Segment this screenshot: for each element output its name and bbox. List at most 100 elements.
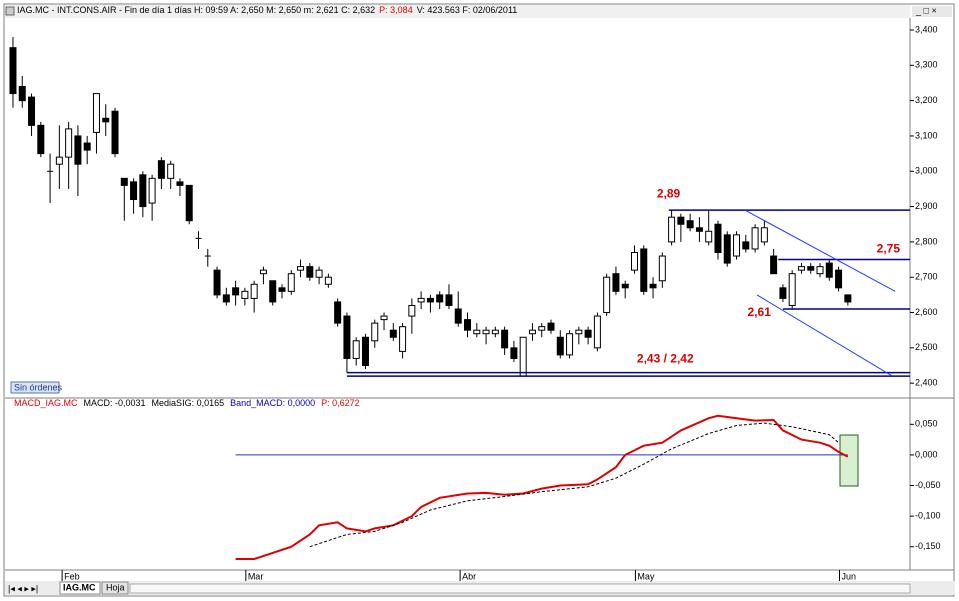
orders-button-label: Sin órdenes bbox=[14, 382, 63, 392]
candle-body bbox=[603, 276, 611, 314]
x-tick-label: Mar bbox=[248, 571, 264, 581]
x-tick-label: Feb bbox=[64, 571, 80, 581]
candle-body bbox=[566, 333, 574, 356]
candle-body bbox=[130, 181, 138, 201]
scrollbar[interactable] bbox=[129, 583, 911, 594]
candle-body bbox=[816, 266, 824, 275]
candle-body bbox=[742, 241, 750, 250]
candle-body bbox=[361, 336, 369, 367]
candle-body bbox=[232, 287, 240, 296]
candle-body bbox=[705, 230, 713, 243]
y-tick-label: 2,700 bbox=[915, 272, 938, 282]
candle-body bbox=[807, 266, 815, 271]
candle-body bbox=[593, 315, 601, 349]
candle-body bbox=[222, 294, 230, 303]
y-tick-label: 2,800 bbox=[915, 236, 938, 246]
candle-body bbox=[55, 156, 63, 165]
y-tick-label: 3,000 bbox=[915, 166, 938, 176]
level-label: 2,43 / 2,42 bbox=[637, 352, 694, 366]
header-part: IAG.MC - INT.CONS.AIR - Fin de día 1 día… bbox=[17, 5, 375, 15]
candle-body bbox=[491, 329, 499, 335]
candle-body bbox=[148, 177, 156, 204]
candle-body bbox=[297, 266, 305, 271]
candle-body bbox=[269, 280, 277, 303]
level-label: 2,61 bbox=[748, 305, 772, 319]
candle-body bbox=[176, 181, 184, 186]
candle-body bbox=[9, 47, 17, 95]
candle-body bbox=[464, 319, 472, 331]
band-box bbox=[839, 434, 859, 487]
candle-body bbox=[417, 297, 425, 303]
window-buttons[interactable] bbox=[912, 6, 952, 17]
candle-body bbox=[714, 223, 722, 253]
tab-label: IAG.MC bbox=[63, 582, 96, 592]
candle-body bbox=[695, 227, 703, 232]
candle-body bbox=[37, 124, 45, 155]
y-tick-label: 3,200 bbox=[915, 95, 938, 105]
candle-body bbox=[510, 347, 518, 359]
candle-body bbox=[844, 294, 852, 303]
candle-body bbox=[241, 290, 249, 299]
orders-button[interactable] bbox=[10, 381, 60, 394]
y-tick-label: 2,600 bbox=[915, 307, 938, 317]
x-tick-label: Abr bbox=[462, 571, 476, 581]
candle-body bbox=[621, 283, 629, 289]
candle-body bbox=[519, 336, 527, 377]
candle-body bbox=[825, 262, 833, 278]
candle-body bbox=[482, 329, 490, 335]
candle-body bbox=[315, 269, 323, 278]
candle-body bbox=[306, 266, 314, 278]
y-tick-label: -0,150 bbox=[915, 541, 941, 551]
candle-body bbox=[501, 329, 509, 349]
tab-label: Hoja bbox=[106, 582, 125, 592]
candle-body bbox=[454, 308, 462, 324]
candle-body bbox=[686, 220, 694, 229]
candle-body bbox=[167, 163, 175, 179]
candle-body bbox=[770, 255, 778, 275]
candle-body bbox=[399, 326, 407, 352]
y-tick-label: 2,500 bbox=[915, 342, 938, 352]
macd-line bbox=[235, 414, 849, 560]
candle-body bbox=[102, 117, 110, 123]
header: IAG.MC - INT.CONS.AIR - Fin de día 1 día… bbox=[17, 5, 517, 15]
candle-body bbox=[278, 287, 286, 292]
tab[interactable] bbox=[101, 581, 129, 595]
candle-body bbox=[380, 315, 388, 321]
header-bar bbox=[5, 5, 910, 18]
candle-body bbox=[779, 287, 787, 299]
y-tick-label: -0,050 bbox=[915, 480, 941, 490]
candle-body bbox=[408, 304, 416, 317]
candle-body bbox=[538, 326, 546, 331]
tab[interactable] bbox=[59, 581, 101, 595]
candle-body bbox=[139, 174, 147, 208]
y-tick-label: 2,400 bbox=[915, 378, 938, 388]
candle-body bbox=[157, 160, 165, 179]
level-label: 2,75 bbox=[877, 242, 901, 256]
candle-body bbox=[584, 329, 592, 338]
trend-line bbox=[744, 209, 896, 292]
candle-body bbox=[760, 227, 768, 243]
y-tick-label: 3,100 bbox=[915, 130, 938, 140]
header-part: Band_MACD: 0,0000 bbox=[230, 398, 315, 408]
window-buttons-icons: _ □ × bbox=[915, 5, 937, 15]
nav-buttons[interactable]: |◂ ◂ ▸ ▸| bbox=[8, 583, 38, 593]
candle-body bbox=[751, 227, 759, 250]
header-part: MACD: -0,0031 bbox=[84, 398, 146, 408]
candle-body bbox=[352, 340, 360, 359]
candle-body bbox=[250, 283, 258, 299]
candle-body bbox=[788, 273, 796, 306]
x-tick-label: Jun bbox=[841, 571, 856, 581]
candle-body bbox=[723, 234, 731, 264]
candle-body bbox=[556, 336, 564, 356]
candle-body bbox=[835, 269, 843, 289]
candle-body bbox=[65, 128, 73, 158]
candle-body bbox=[185, 184, 193, 222]
candle-body bbox=[74, 135, 82, 165]
header-part: MediaSIG: 0,0165 bbox=[152, 398, 225, 408]
header-part: MACD_IAG.MC bbox=[14, 398, 78, 408]
candle-body bbox=[733, 234, 741, 257]
candle-body bbox=[324, 276, 332, 285]
candle-body bbox=[18, 86, 26, 102]
candle-body bbox=[213, 269, 221, 296]
